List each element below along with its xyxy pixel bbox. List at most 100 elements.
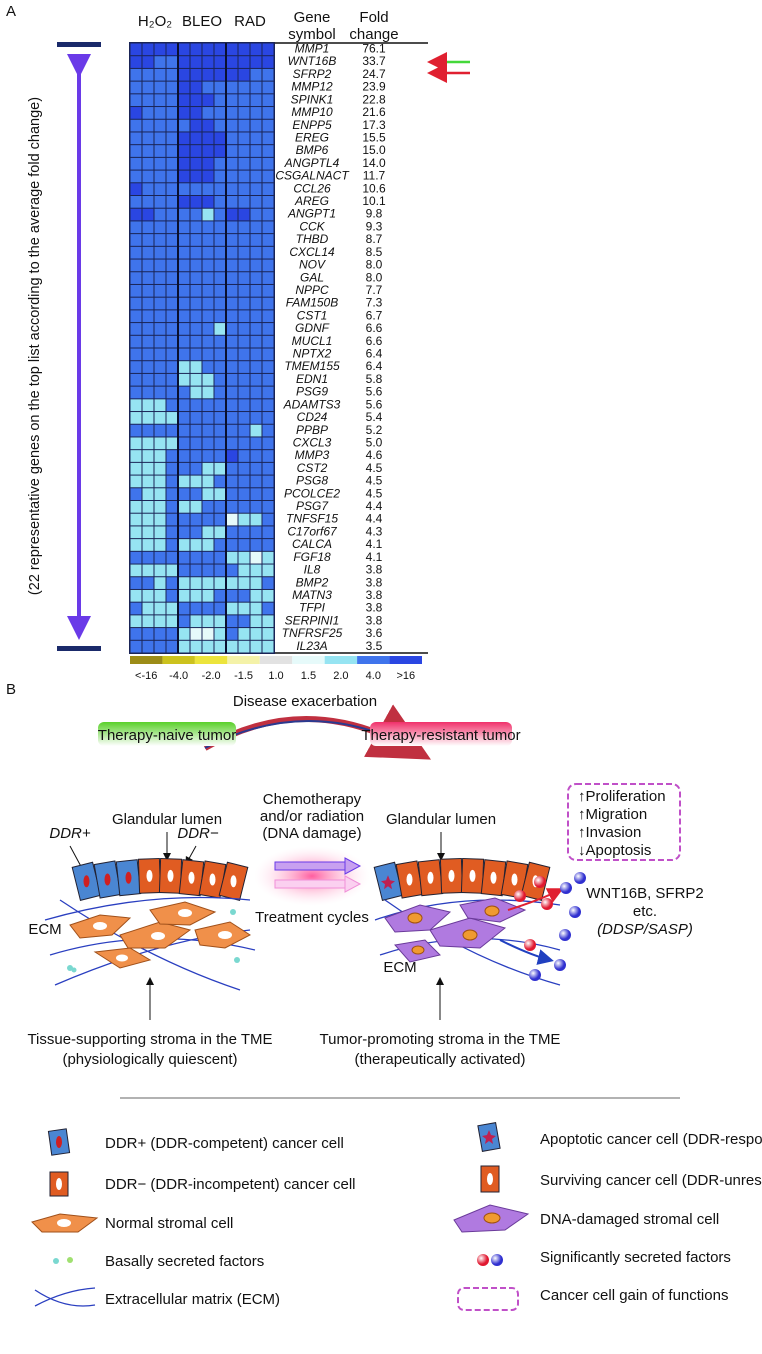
heatmap-cell	[178, 196, 190, 208]
heatmap-cell	[130, 399, 142, 412]
heatmap-cell	[262, 399, 274, 412]
gene-symbol: IL23A	[296, 639, 327, 653]
heatmap-cell	[238, 157, 250, 170]
heatmap-cell	[154, 437, 166, 450]
heatmap-cell	[226, 208, 238, 221]
heatmap-cell	[262, 196, 274, 208]
heatmap-cell	[250, 539, 262, 551]
heatmap-cell	[214, 323, 226, 335]
therapy: and/or radiation	[260, 808, 364, 825]
heatmap-cell	[226, 602, 238, 615]
heatmap-cell	[142, 297, 154, 310]
fold-change: 3.6	[366, 626, 383, 640]
heatmap-cell	[202, 602, 214, 615]
heatmap-cell	[214, 551, 226, 564]
heatmap-cell	[166, 183, 178, 195]
heatmap-cell	[238, 399, 250, 412]
heatmap-cell	[202, 56, 214, 68]
heatmap-cell	[166, 107, 178, 119]
apoptotic-nucleus	[381, 875, 395, 890]
heatmap-cell	[202, 437, 214, 450]
heatmap-cell	[214, 361, 226, 373]
heatmap-cell	[226, 81, 238, 94]
heatmap-cell	[226, 170, 238, 183]
fold-change: 9.8	[366, 207, 383, 221]
gene-symbol: PSG7	[296, 499, 329, 513]
heatmap-cell	[178, 272, 190, 284]
heatmap-cell	[190, 424, 202, 437]
gene-symbol: TNFSF15	[286, 512, 338, 526]
heatmap-cell	[262, 132, 274, 145]
heatmap-cell	[262, 513, 274, 526]
heatmap-cell	[190, 551, 202, 564]
heatmap-cell	[214, 284, 226, 297]
heatmap-cell	[262, 284, 274, 297]
heatmap-cell	[238, 640, 250, 653]
heatmap-cell	[190, 564, 202, 577]
fold-change: 4.1	[366, 550, 383, 564]
fold-change: 4.5	[366, 486, 383, 500]
heatmap-cell	[130, 564, 142, 577]
heatmap-cell	[154, 373, 166, 386]
heatmap-cell	[130, 145, 142, 157]
heatmap-cell	[250, 640, 262, 653]
heatmap-cell	[202, 81, 214, 94]
heatmap-cell	[202, 246, 214, 259]
heatmap-cell	[142, 373, 154, 386]
fold-change: 3.8	[366, 563, 383, 577]
heatmap-cell	[202, 450, 214, 462]
heatmap-cell	[250, 488, 262, 500]
heatmap-cell	[190, 335, 202, 348]
heatmap-cell	[226, 145, 238, 157]
heatmap-cell	[154, 615, 166, 628]
nucleus	[188, 871, 195, 884]
heatmap-cell	[166, 145, 178, 157]
fold-change: 33.7	[362, 54, 386, 68]
heatmap-cell	[190, 259, 202, 272]
colorbar-label: -2.0	[202, 670, 221, 682]
heatmap-cell	[250, 424, 262, 437]
heatmap-cell	[226, 361, 238, 373]
heatmap-cell	[142, 513, 154, 526]
legend-text: Cancer cell gain of functions	[540, 1287, 728, 1304]
heatmap-cell	[130, 221, 142, 234]
heatmap-cell	[142, 526, 154, 539]
heatmap-cell	[154, 488, 166, 500]
fold-change: 5.0	[366, 435, 383, 449]
resistant-label: Therapy-resistant tumor	[361, 727, 520, 744]
gene-symbol: TMEM155	[284, 359, 340, 373]
heatmap-cell	[214, 145, 226, 157]
heatmap-cell	[154, 475, 166, 488]
heatmap-cell	[190, 170, 202, 183]
colorbar-swatch	[162, 656, 195, 664]
heatmap-cell	[190, 462, 202, 475]
ecm-label: ECM	[383, 959, 416, 976]
heatmap-cell	[142, 221, 154, 234]
heatmap-cell	[202, 361, 214, 373]
heatmap-cell	[190, 145, 202, 157]
heatmap-cell	[250, 526, 262, 539]
gene-symbol: NOV	[299, 258, 326, 272]
heatmap-cell	[250, 234, 262, 246]
heatmap-cell	[214, 564, 226, 577]
heatmap-cell	[154, 94, 166, 107]
heatmap-cell	[226, 43, 238, 56]
heatmap-cell	[154, 577, 166, 589]
legend-text: Normal stromal cell	[105, 1215, 233, 1232]
heatmap-cell	[142, 539, 154, 551]
fold-change: 23.9	[362, 80, 386, 94]
heatmap-cell	[166, 335, 178, 348]
heatmap-cell	[214, 462, 226, 475]
heatmap-cell	[166, 56, 178, 68]
gene-symbol: ENPP5	[292, 118, 332, 132]
heatmap-cell	[190, 221, 202, 234]
ecm	[59, 899, 241, 991]
heatmap-cell	[238, 119, 250, 132]
heatmap-cell	[154, 602, 166, 615]
heatmap-cell	[214, 348, 226, 361]
heatmap-cell	[262, 170, 274, 183]
heatmap-cell	[226, 373, 238, 386]
heatmap-cell	[166, 272, 178, 284]
nucleus	[167, 869, 174, 882]
gene-symbol: GDNF	[295, 321, 330, 335]
